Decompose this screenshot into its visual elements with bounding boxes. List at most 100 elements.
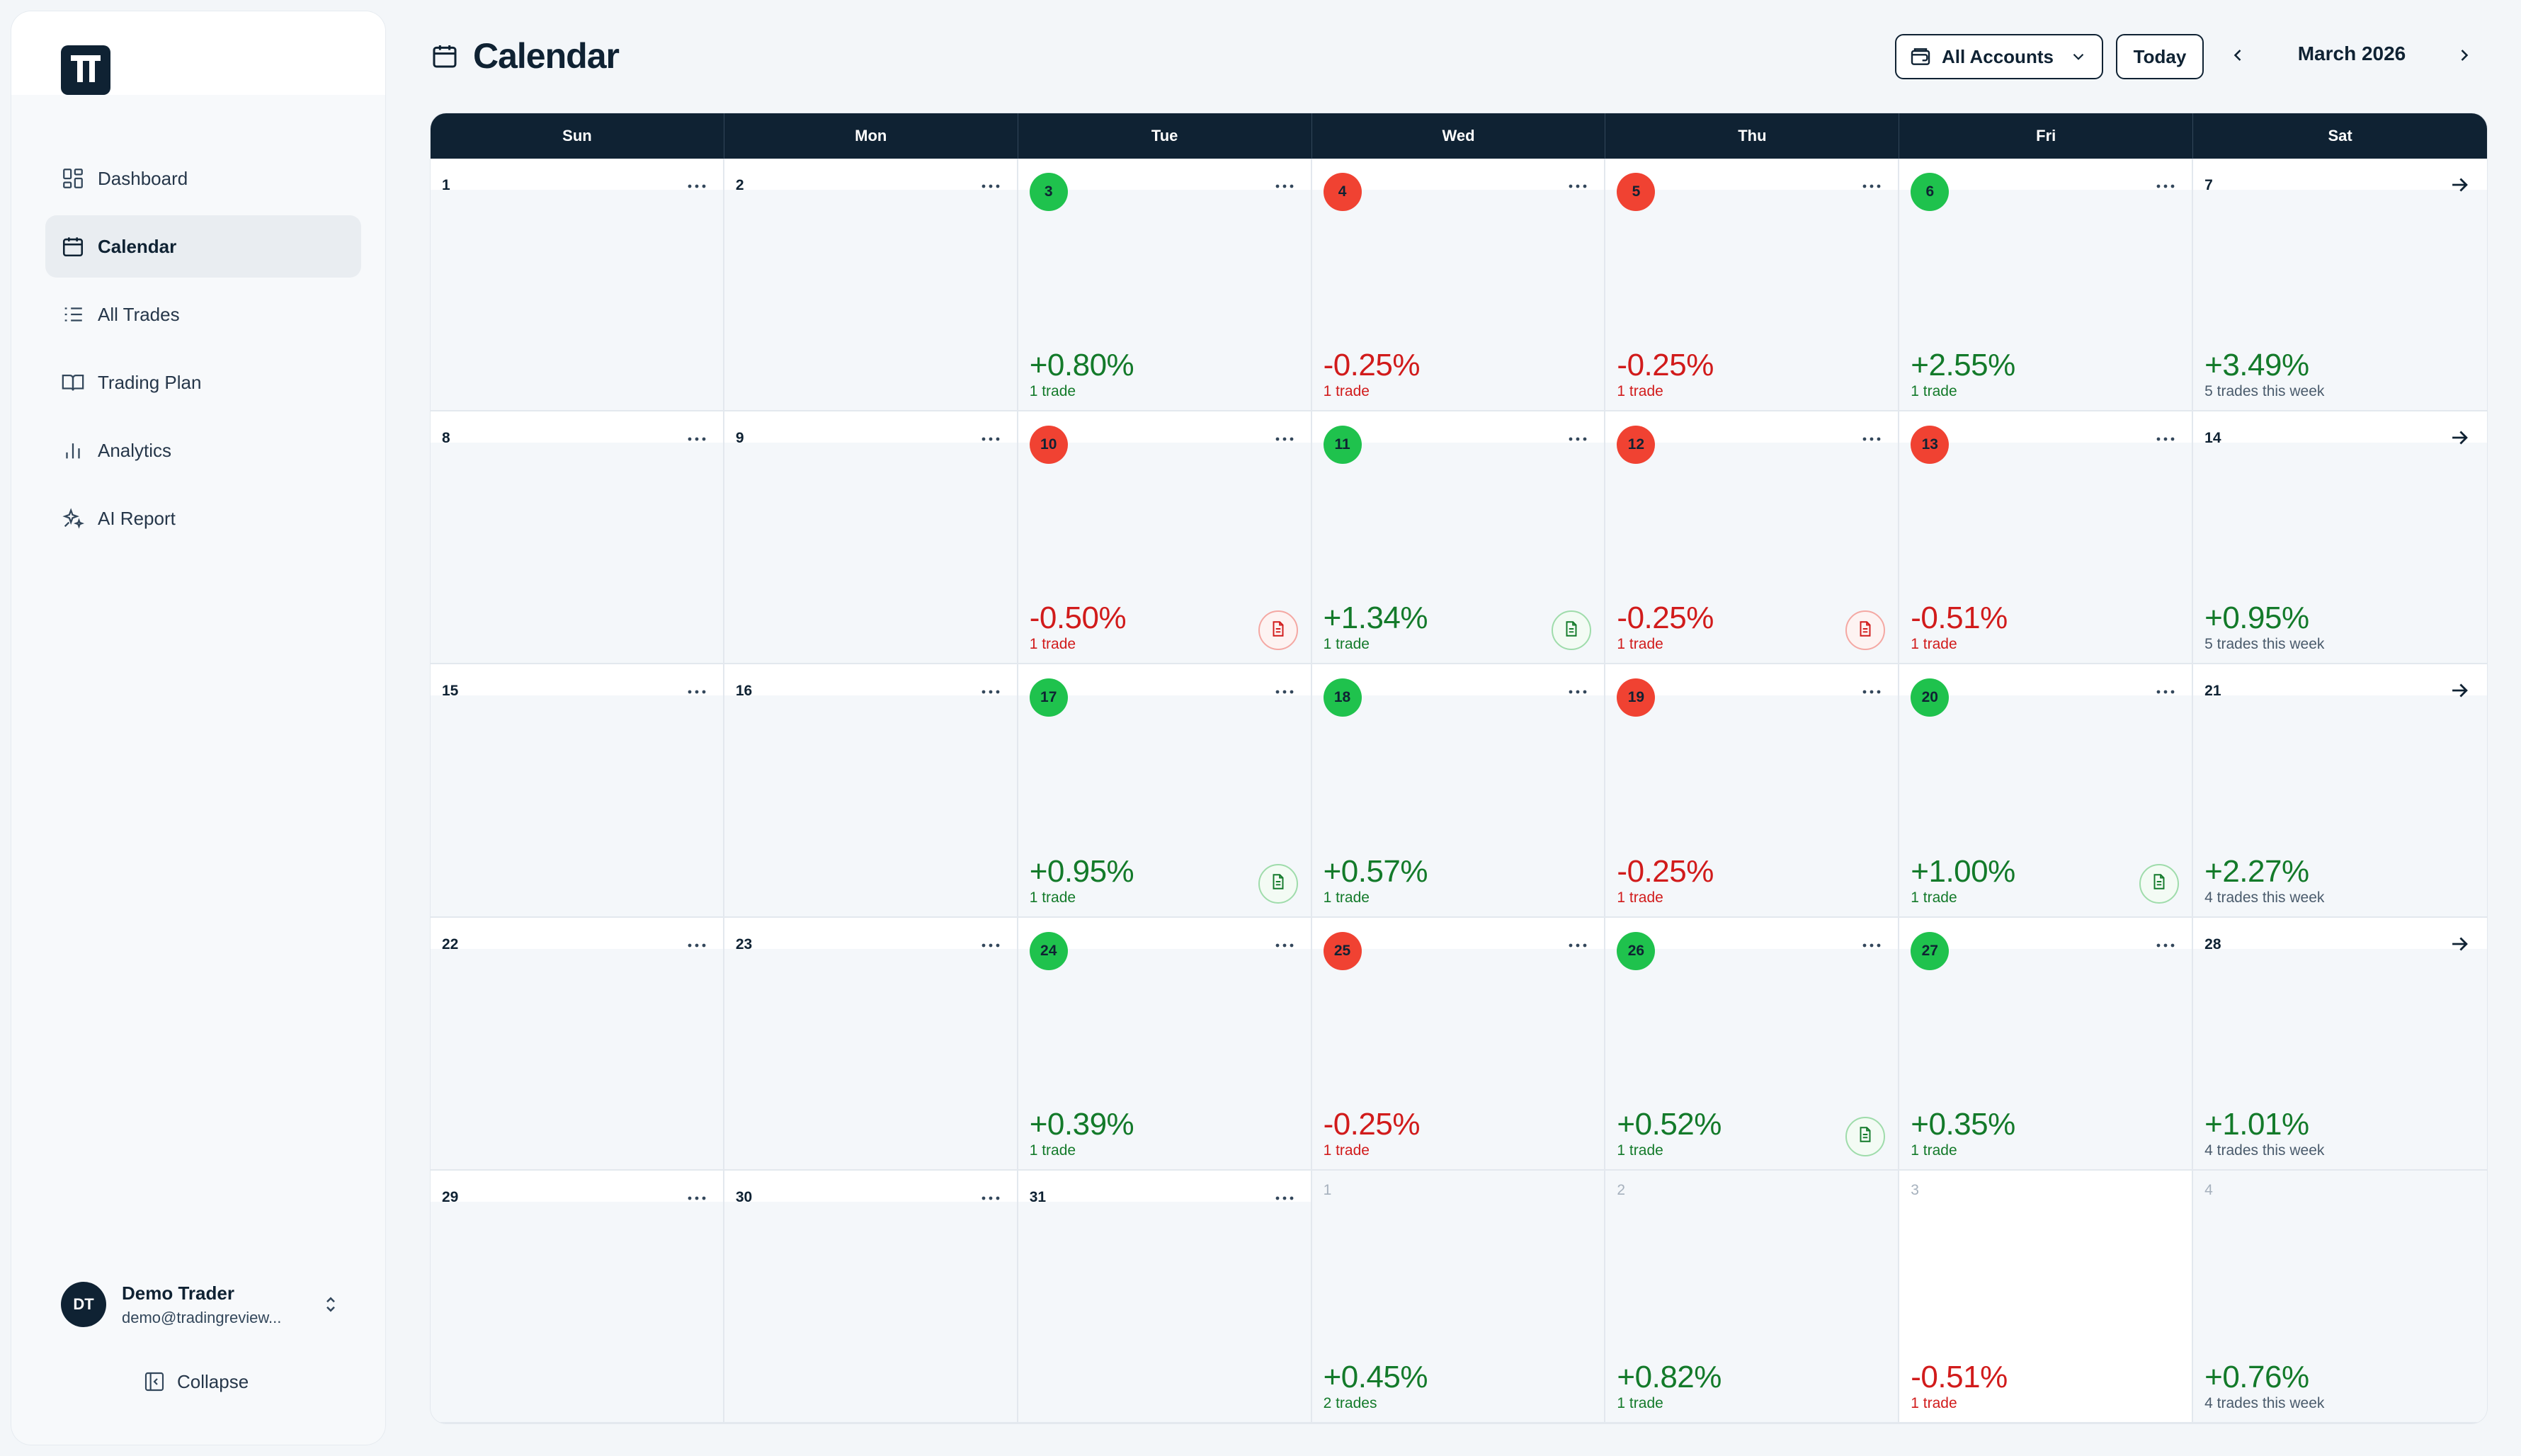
calendar-day-cell[interactable]: 31 [1018,1170,1312,1423]
more-options-icon[interactable] [686,1185,707,1207]
sidebar-item-calendar[interactable]: Calendar [45,215,361,278]
more-options-icon[interactable] [2155,173,2176,195]
week-trade-count: 4 trades this week [2204,889,2325,906]
calendar-day-cell[interactable]: 10 -0.50% 1 trade [1018,411,1312,665]
day-header-band [2193,159,2487,190]
day-trade-count: 1 trade [1617,1142,1663,1159]
calendar-day-cell[interactable]: 26 +0.52% 1 trade [1605,917,1900,1171]
weekday-wed: Wed [1312,113,1606,159]
weekday-header: Sun Mon Tue Wed Thu Fri Sat [431,113,2487,159]
more-options-icon[interactable] [686,173,707,195]
more-options-icon[interactable] [1567,173,1588,195]
more-options-icon[interactable] [1861,173,1882,195]
day-trade-count: 1 trade [1911,889,1957,906]
day-result-badge: 25 [1323,931,1362,970]
calendar-day-cell[interactable]: 1 +0.45% 2 trades [1311,1170,1606,1423]
day-number: 9 [735,430,744,447]
calendar-day-cell[interactable]: 1 [431,159,724,412]
calendar-day-cell[interactable]: 25 -0.25% 1 trade [1311,917,1606,1171]
day-header-band [724,411,1017,443]
app-logo[interactable] [61,45,110,95]
week-summary-cell[interactable]: 28 +1.01% 4 trades this week [2193,917,2487,1171]
calendar-day-cell[interactable]: 15 [431,664,724,918]
calendar-day-cell[interactable]: 6 +2.55% 1 trade [1899,159,2194,412]
more-options-icon[interactable] [2155,932,2176,954]
more-options-icon[interactable] [1274,426,1295,448]
more-options-icon[interactable] [1567,426,1588,448]
more-options-icon[interactable] [686,678,707,700]
more-options-icon[interactable] [686,932,707,954]
sidebar-item-ai-report[interactable]: AI Report [45,487,361,550]
calendar-day-cell[interactable]: 13 -0.51% 1 trade [1899,411,2194,665]
sidebar-item-all-trades[interactable]: All Trades [45,283,361,346]
calendar-day-cell[interactable]: 29 [431,1170,724,1423]
more-options-icon[interactable] [980,932,1001,954]
more-options-icon[interactable] [2155,426,2176,448]
more-options-icon[interactable] [1274,1185,1295,1207]
previous-month-button[interactable] [2222,41,2253,72]
journal-note-button[interactable] [1258,610,1298,651]
more-options-icon[interactable] [2155,678,2176,700]
calendar-day-cell[interactable]: 20 +1.00% 1 trade [1899,664,2194,918]
journal-note-button[interactable] [1845,610,1886,651]
sidebar-item-analytics[interactable]: Analytics [45,419,361,482]
more-options-icon[interactable] [1861,426,1882,448]
calendar-day-cell[interactable]: 19 -0.25% 1 trade [1605,664,1900,918]
journal-note-button[interactable] [1552,610,1592,651]
calendar-day-cell[interactable]: 17 +0.95% 1 trade [1018,664,1312,918]
arrow-right-icon[interactable] [2447,426,2471,450]
arrow-right-icon[interactable] [2447,678,2471,703]
more-options-icon[interactable] [980,426,1001,448]
more-options-icon[interactable] [980,678,1001,700]
calendar-day-cell[interactable]: 11 +1.34% 1 trade [1311,411,1606,665]
week-summary-cell[interactable]: 14 +0.95% 5 trades this week [2193,411,2487,665]
more-options-icon[interactable] [1274,173,1295,195]
sidebar-item-label: Trading Plan [98,371,202,393]
today-button[interactable]: Today [2116,34,2204,79]
journal-note-button[interactable] [1845,1116,1886,1156]
week-summary-cell[interactable]: 7 +3.49% 5 trades this week [2193,159,2487,412]
sidebar-item-dashboard[interactable]: Dashboard [45,147,361,210]
journal-note-button[interactable] [2139,863,2180,904]
day-pnl-percent: -0.51% [1911,601,2008,636]
calendar-day-cell[interactable]: 2 [724,159,1018,412]
more-options-icon[interactable] [1567,678,1588,700]
calendar-day-cell[interactable]: 8 [431,411,724,665]
more-options-icon[interactable] [980,1185,1001,1207]
arrow-right-icon[interactable] [2447,932,2471,956]
calendar-day-cell[interactable]: 30 [724,1170,1018,1423]
collapse-sidebar-icon [143,1370,166,1393]
journal-note-button[interactable] [1258,863,1298,904]
calendar-day-cell[interactable]: 24 +0.39% 1 trade [1018,917,1312,1171]
calendar-day-cell[interactable]: 2 +0.82% 1 trade [1605,1170,1900,1423]
calendar-day-cell[interactable]: 18 +0.57% 1 trade [1311,664,1606,918]
user-menu[interactable]: DT Demo Trader demo@tradingreview... [61,1268,358,1341]
calendar-day-cell[interactable]: 9 [724,411,1018,665]
arrow-right-icon[interactable] [2447,173,2471,197]
sidebar-item-trading-plan[interactable]: Trading Plan [45,351,361,414]
calendar-day-cell[interactable]: 12 -0.25% 1 trade [1605,411,1900,665]
calendar-day-cell[interactable]: 16 [724,664,1018,918]
calendar-day-cell[interactable]: 22 [431,917,724,1171]
day-result-badge: 4 [1323,173,1362,211]
calendar-day-cell[interactable]: 27 +0.35% 1 trade [1899,917,2194,1171]
week-pnl-percent: +2.27% [2204,853,2309,889]
accounts-dropdown[interactable]: All Accounts [1895,34,2103,79]
calendar-day-cell[interactable]: 5 -0.25% 1 trade [1605,159,1900,412]
calendar-day-cell[interactable]: 4 -0.25% 1 trade [1311,159,1606,412]
more-options-icon[interactable] [1274,678,1295,700]
next-month-button[interactable] [2449,41,2480,72]
week-summary-cell[interactable]: 21 +2.27% 4 trades this week [2193,664,2487,918]
day-number: 15 [442,683,459,700]
more-options-icon[interactable] [1861,678,1882,700]
collapse-button[interactable]: Collapse [143,1364,249,1399]
more-options-icon[interactable] [1274,932,1295,954]
more-options-icon[interactable] [980,173,1001,195]
more-options-icon[interactable] [686,426,707,448]
more-options-icon[interactable] [1567,932,1588,954]
calendar-day-cell[interactable]: 23 [724,917,1018,1171]
calendar-day-cell[interactable]: 3 -0.51% 1 trade [1899,1170,2194,1423]
more-options-icon[interactable] [1861,932,1882,954]
week-summary-cell[interactable]: 4 +0.76% 4 trades this week [2193,1170,2487,1423]
calendar-day-cell[interactable]: 3 +0.80% 1 trade [1018,159,1312,412]
